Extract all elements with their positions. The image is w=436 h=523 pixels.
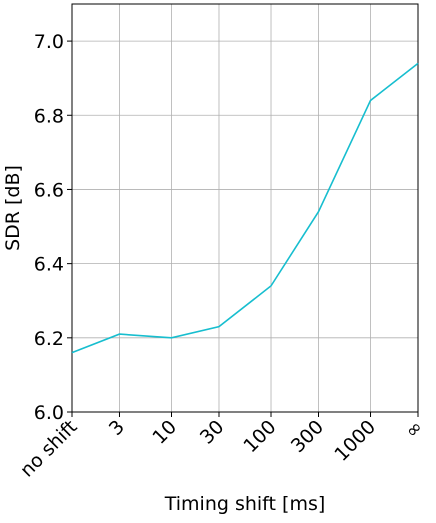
x-tick-label: ∞ (401, 416, 428, 443)
x-tick-label: 10 (148, 416, 181, 449)
x-tick-label: 3 (105, 416, 129, 440)
x-axis-label: Timing shift [ms] (164, 493, 326, 515)
y-tick-label: 6.6 (34, 179, 64, 201)
x-tick-label: 300 (287, 416, 328, 457)
y-tick-label: 6.0 (34, 402, 64, 424)
x-tick-label: no shift (16, 416, 82, 482)
line (71, 62, 419, 354)
x-tick-label: 30 (196, 416, 229, 449)
y-tick-label: 6.8 (34, 105, 64, 127)
plot-frame (71, 3, 419, 413)
y-tick-label: 6.4 (34, 254, 64, 276)
y-tick-label: 7.0 (34, 31, 64, 53)
x-tick-label: 1000 (330, 416, 380, 466)
y-axis-label: SDR [dB] (2, 165, 24, 251)
x-tick-label: 100 (239, 416, 280, 457)
y-tick-label: 6.2 (34, 328, 64, 350)
